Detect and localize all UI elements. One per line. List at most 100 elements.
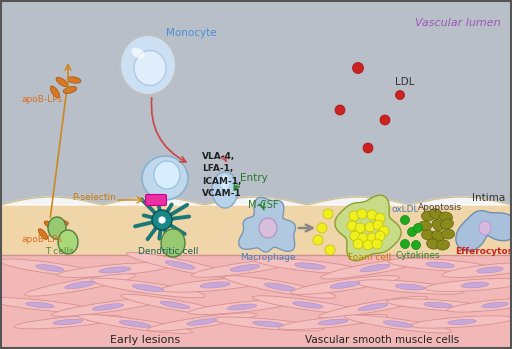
Ellipse shape xyxy=(424,302,452,308)
Ellipse shape xyxy=(356,280,464,294)
Ellipse shape xyxy=(0,298,92,312)
FancyBboxPatch shape xyxy=(145,194,166,206)
Ellipse shape xyxy=(395,284,425,290)
Circle shape xyxy=(317,223,327,233)
Ellipse shape xyxy=(52,229,64,236)
Ellipse shape xyxy=(426,239,439,249)
Ellipse shape xyxy=(48,217,66,239)
Ellipse shape xyxy=(279,314,388,329)
Ellipse shape xyxy=(200,282,230,288)
Text: Vascular lumen: Vascular lumen xyxy=(415,18,501,28)
Circle shape xyxy=(355,223,365,233)
Circle shape xyxy=(313,235,323,245)
Ellipse shape xyxy=(147,313,257,331)
Ellipse shape xyxy=(383,321,413,327)
Circle shape xyxy=(375,213,385,223)
Ellipse shape xyxy=(142,156,188,200)
Ellipse shape xyxy=(161,278,269,292)
Ellipse shape xyxy=(65,281,95,289)
Circle shape xyxy=(367,210,377,220)
Bar xyxy=(0,0,512,205)
Ellipse shape xyxy=(437,240,450,250)
Ellipse shape xyxy=(93,304,123,310)
Ellipse shape xyxy=(25,274,135,296)
Text: Early lesions: Early lesions xyxy=(110,335,180,345)
Ellipse shape xyxy=(55,220,69,226)
Ellipse shape xyxy=(44,221,56,229)
Circle shape xyxy=(352,62,364,74)
Circle shape xyxy=(323,209,333,219)
Ellipse shape xyxy=(319,296,427,318)
Ellipse shape xyxy=(432,220,444,231)
Circle shape xyxy=(152,210,172,230)
Ellipse shape xyxy=(482,302,508,308)
Ellipse shape xyxy=(57,262,173,277)
Ellipse shape xyxy=(388,258,492,272)
Polygon shape xyxy=(335,195,401,261)
Ellipse shape xyxy=(290,276,399,295)
Ellipse shape xyxy=(0,259,101,277)
Ellipse shape xyxy=(188,299,296,314)
Ellipse shape xyxy=(230,265,260,272)
Ellipse shape xyxy=(132,284,164,291)
Text: Intima: Intima xyxy=(472,193,505,203)
Ellipse shape xyxy=(421,211,435,221)
Ellipse shape xyxy=(121,294,229,316)
Polygon shape xyxy=(212,172,238,208)
Ellipse shape xyxy=(447,298,512,312)
Ellipse shape xyxy=(224,276,336,298)
Ellipse shape xyxy=(26,302,54,308)
Text: oxLDL: oxLDL xyxy=(392,206,419,215)
Ellipse shape xyxy=(441,219,454,229)
Ellipse shape xyxy=(187,319,217,325)
Ellipse shape xyxy=(134,51,166,86)
Ellipse shape xyxy=(410,316,512,328)
Circle shape xyxy=(350,231,360,241)
Ellipse shape xyxy=(50,86,60,98)
Circle shape xyxy=(353,239,363,249)
Ellipse shape xyxy=(421,230,435,240)
Text: Foam cell: Foam cell xyxy=(348,253,391,262)
Text: Vascular smooth muscle cells: Vascular smooth muscle cells xyxy=(305,335,459,345)
Circle shape xyxy=(375,231,385,241)
Circle shape xyxy=(335,105,345,115)
Ellipse shape xyxy=(447,319,476,325)
Text: M-CSF: M-CSF xyxy=(248,200,279,210)
Ellipse shape xyxy=(165,261,195,269)
Circle shape xyxy=(372,239,382,249)
Ellipse shape xyxy=(14,315,122,329)
Ellipse shape xyxy=(426,262,454,268)
Ellipse shape xyxy=(63,87,77,94)
Ellipse shape xyxy=(293,302,323,308)
Ellipse shape xyxy=(77,314,193,334)
Ellipse shape xyxy=(425,279,512,291)
Ellipse shape xyxy=(191,259,298,277)
Ellipse shape xyxy=(430,209,442,219)
Circle shape xyxy=(408,228,416,237)
Ellipse shape xyxy=(91,278,205,298)
Ellipse shape xyxy=(439,212,453,222)
Circle shape xyxy=(400,239,410,248)
Ellipse shape xyxy=(132,48,144,58)
Ellipse shape xyxy=(477,267,503,273)
Ellipse shape xyxy=(58,230,78,254)
Circle shape xyxy=(367,233,377,243)
Ellipse shape xyxy=(441,229,455,239)
Circle shape xyxy=(158,216,166,224)
Ellipse shape xyxy=(161,229,185,257)
Ellipse shape xyxy=(254,258,366,274)
Circle shape xyxy=(379,226,389,236)
Ellipse shape xyxy=(432,231,444,241)
Bar xyxy=(0,255,512,349)
Circle shape xyxy=(357,209,367,219)
Polygon shape xyxy=(456,211,512,251)
Ellipse shape xyxy=(265,283,295,291)
Bar xyxy=(0,205,512,255)
Text: Entry: Entry xyxy=(240,173,268,183)
Ellipse shape xyxy=(99,267,131,273)
Circle shape xyxy=(414,223,422,232)
Ellipse shape xyxy=(418,221,432,231)
Polygon shape xyxy=(239,197,295,252)
Text: T cells: T cells xyxy=(45,247,74,257)
Ellipse shape xyxy=(479,221,491,235)
